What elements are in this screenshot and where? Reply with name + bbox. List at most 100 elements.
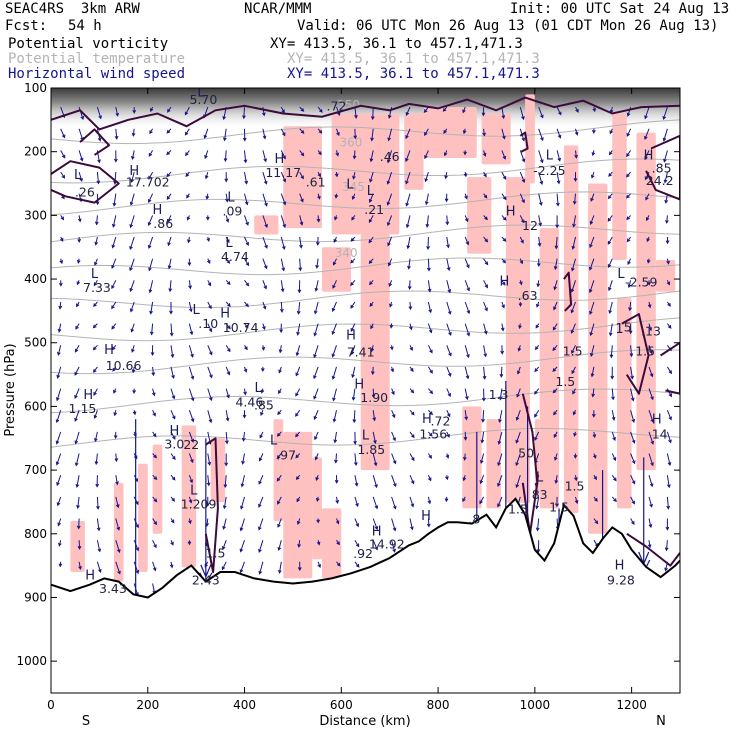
wind-vector-573: [556, 106, 562, 116]
wind-vector-60: [94, 453, 99, 466]
wind-vector-377: [369, 150, 374, 163]
wind-vector-2: [60, 150, 66, 159]
wind-vector-671: [630, 518, 635, 526]
pv-shade-25: [113, 482, 124, 582]
wind-vector-11: [57, 345, 62, 356]
extremum-2: H: [129, 164, 139, 179]
wind-vector-210: [225, 345, 231, 353]
wind-vector-380: [368, 215, 374, 223]
wind-vector-472: [446, 431, 450, 438]
wind-vector-302: [295, 431, 301, 438]
pv-label-13: 12: [522, 218, 538, 233]
wind-vector-152: [170, 496, 176, 502]
pv-contour-4: [660, 341, 680, 395]
wind-vector-275: [279, 323, 284, 334]
theta-contour-2: [51, 191, 680, 216]
wind-vector-655: [626, 171, 631, 178]
wind-vector-345: [332, 410, 337, 423]
wind-vector-637: [607, 193, 613, 200]
wind-vector-239: [240, 496, 245, 510]
wind-vector-153: [170, 518, 175, 524]
extremum-30: H: [421, 509, 431, 524]
wind-vector-284: [277, 518, 282, 528]
pv-shade-16: [321, 247, 351, 292]
wind-vector-118: [148, 258, 154, 272]
pv-label-23: 1.5: [563, 343, 583, 358]
init-time: Init: 00 UTC Sat 24 Aug 13: [510, 1, 730, 17]
wind-vector-240: [239, 518, 245, 532]
wind-vector-695: [663, 150, 668, 163]
pv-shade-7: [525, 94, 535, 184]
wind-vector-365: [351, 366, 356, 379]
wind-vector-191: [207, 410, 213, 424]
pv-label-0: 5.70: [189, 92, 217, 107]
extremum-22: H: [354, 378, 364, 393]
wind-vector-413: [391, 475, 397, 488]
wind-vector-686: [648, 410, 654, 423]
wind-vector-595: [574, 150, 578, 159]
wind-vector-280: [276, 431, 282, 437]
wind-vector-510: [480, 431, 485, 444]
wind-vector-215: [224, 453, 229, 467]
wind-vector-643: [608, 323, 613, 337]
wind-vector-531: [497, 475, 503, 487]
wind-vector-154: [170, 540, 174, 546]
wind-vector-683: [648, 345, 653, 355]
wind-vector-630: [593, 496, 598, 502]
wind-vector-388: [371, 388, 376, 399]
wind-vector-218: [222, 518, 227, 530]
wind-vector-619: [588, 258, 595, 271]
wind-vector-417: [405, 106, 411, 116]
wind-vector-156: [184, 106, 190, 116]
wind-vector-351: [336, 539, 340, 546]
wind-vector-63: [96, 518, 101, 532]
org-label: NCAR/MMM: [244, 1, 312, 17]
wind-vector-157: [184, 128, 190, 136]
wind-vector-332: [336, 128, 340, 137]
pv-shade-29: [486, 419, 501, 509]
wind-vector-343: [331, 366, 337, 380]
pv-contour-0: [51, 160, 120, 204]
x-tick-label-1: 200: [136, 698, 159, 712]
wind-vector-387: [370, 366, 375, 376]
wind-vector-663: [629, 345, 634, 358]
wind-vector-328: [316, 518, 321, 524]
wind-vector-689: [648, 475, 654, 488]
wind-vector-483: [464, 258, 470, 269]
wind-vector-524: [500, 323, 505, 332]
wind-vector-599: [571, 236, 576, 250]
wind-vector-139: [167, 215, 172, 223]
wind-vector-428: [409, 345, 413, 351]
wind-vector-309: [317, 106, 323, 113]
pv-label-39: 50: [518, 445, 534, 460]
extremum-8: H: [153, 203, 163, 218]
wind-vector-349: [335, 496, 340, 505]
wind-vector-463: [446, 236, 450, 249]
wind-vector-95: [129, 258, 135, 272]
wind-vector-405: [389, 301, 393, 308]
wind-vector-321: [313, 366, 319, 380]
wind-vector-176: [187, 540, 192, 546]
wind-vector-519: [501, 215, 507, 221]
wind-vector-144: [169, 323, 174, 337]
wind-vector-478: [463, 150, 467, 156]
wind-vector-143: [169, 302, 173, 315]
wind-vector-318: [313, 301, 319, 315]
wind-vector-561: [536, 301, 540, 308]
wind-vector-680: [647, 280, 651, 286]
wind-vector-406: [389, 323, 394, 329]
pv-label-10: .09: [222, 203, 242, 218]
theta-label-2: 345: [342, 180, 365, 194]
wind-vector-392: [372, 475, 378, 489]
wind-vector-395: [372, 540, 378, 551]
wind-vector-391: [372, 453, 378, 467]
extremum-33: H: [615, 558, 625, 573]
wind-vector-376: [370, 128, 374, 142]
wind-vector-687: [648, 431, 654, 445]
wind-vector-306: [296, 518, 301, 526]
wind-vector-293: [299, 236, 303, 249]
wind-vector-12: [56, 366, 62, 379]
wind-vector-115: [148, 193, 154, 204]
wind-vector-532: [497, 496, 503, 508]
wind-vector-525: [500, 345, 505, 355]
